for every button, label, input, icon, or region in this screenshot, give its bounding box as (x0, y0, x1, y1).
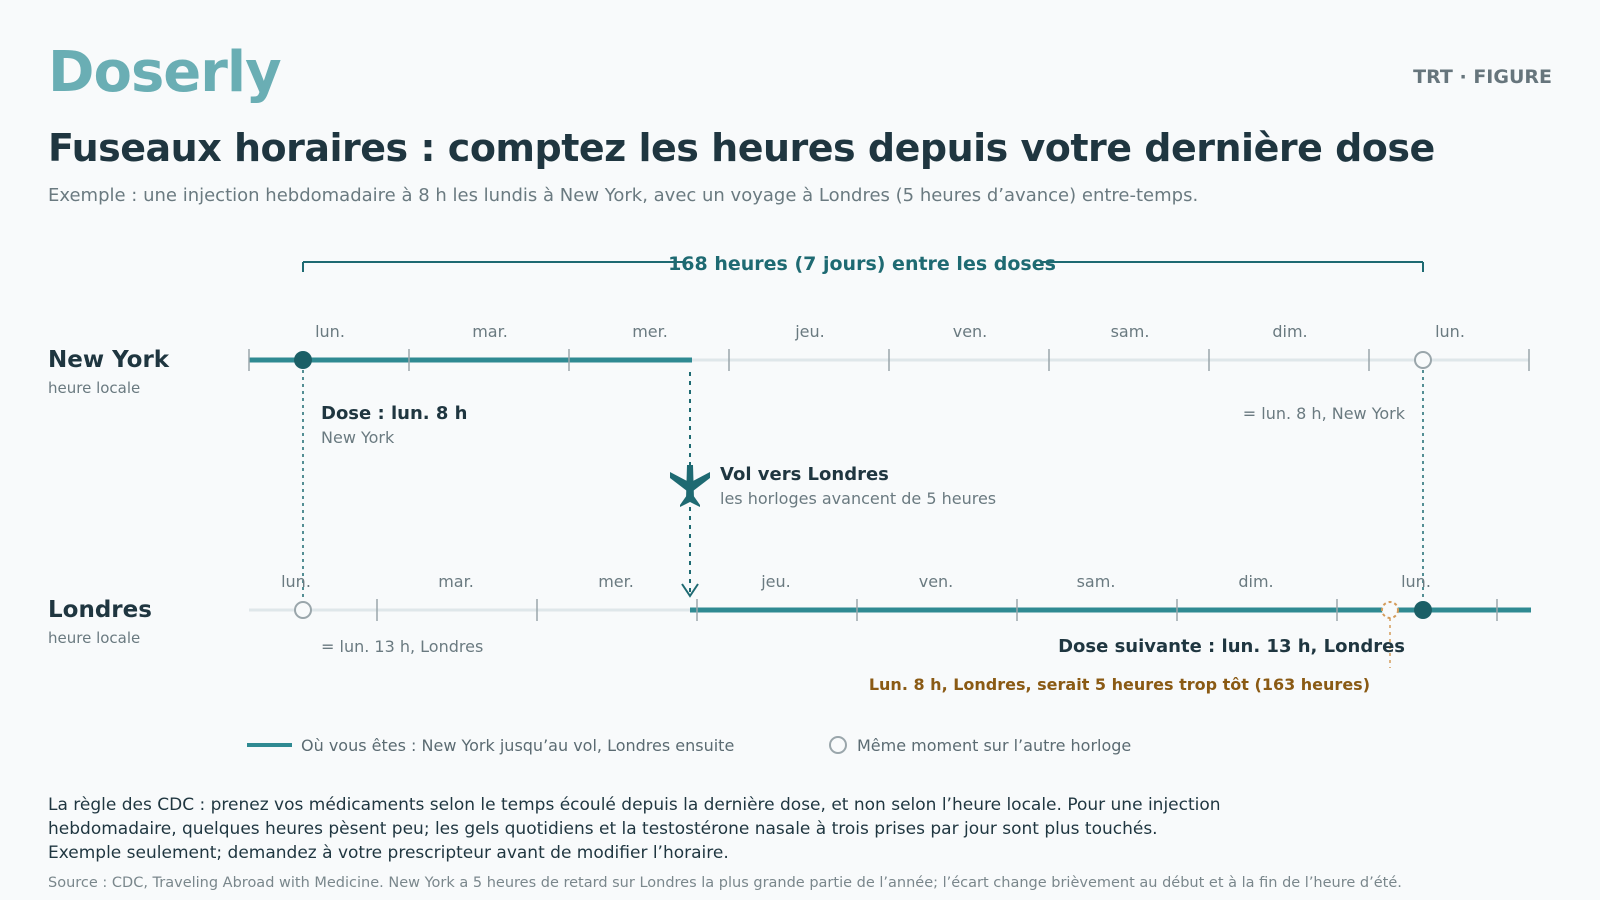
day-label: dim. (1272, 322, 1307, 341)
flight-arrow-head (681, 583, 699, 598)
london-label: Londres (48, 597, 152, 623)
figure-tag: TRT · FIGURE (1413, 66, 1552, 88)
legend-circle-label: Même moment sur l’autre horloge (857, 736, 1131, 755)
rule-line: Exemple seulement; demandez à votre pres… (48, 843, 729, 863)
london-sublabel: heure locale (48, 629, 140, 647)
day-label: ven. (919, 572, 954, 591)
day-label: lun. (1435, 322, 1465, 341)
legend-line-label: Où vous êtes : New York jusqu’au vol, Lo… (301, 736, 734, 755)
page-title: Fuseaux horaires : comptez les heures de… (48, 126, 1435, 170)
day-label: sam. (1077, 572, 1116, 591)
new-york-label: New York (48, 347, 170, 373)
day-label: mar. (472, 322, 508, 341)
dose-title: Dose : lun. 8 h (321, 403, 467, 424)
dose-place: New York (321, 428, 395, 447)
cdc-rule-text: La règle des CDC : prenez vos médicament… (48, 793, 1308, 865)
too-early-warning: Lun. 8 h, Londres, serait 5 heures trop … (869, 675, 1370, 694)
day-label: lun. (315, 322, 345, 341)
span-label: 168 heures (7 jours) entre les doses (668, 253, 1056, 275)
new-york-equivalent-note: = lun. 8 h, New York (1243, 404, 1406, 423)
day-label: mer. (632, 322, 668, 341)
new-york-ticks (248, 349, 1530, 371)
new-york-equivalent-marker (1414, 351, 1432, 369)
london-equivalent-note: = lun. 13 h, Londres (321, 637, 483, 656)
source-note: Source : CDC, Traveling Abroad with Medi… (48, 875, 1402, 891)
next-dose-note: Dose suivante : lun. 13 h, Londres (1058, 636, 1405, 657)
legend-circle-swatch (829, 736, 847, 754)
london-timeline: Londres heure locale lun. mar. mer. jeu. ven… (48, 572, 1531, 668)
new-york-sublabel: heure locale (48, 379, 140, 397)
flight-subtitle: les horloges avancent de 5 heures (720, 489, 996, 508)
rule-line: hebdomadaire, quelques heures pèsent peu… (48, 819, 1158, 839)
day-label: dim. (1238, 572, 1273, 591)
day-label: mar. (438, 572, 474, 591)
flight-title: Vol vers Londres (720, 464, 889, 485)
too-early-marker (1381, 601, 1399, 619)
airplane-icon (670, 465, 710, 507)
day-label: sam. (1111, 322, 1150, 341)
new-york-timeline: New York heure locale lun. mar. mer. jeu. ve… (48, 322, 1530, 397)
new-york-day-labels: lun. mar. mer. jeu. ven. sam. dim. lun. (315, 322, 1465, 341)
day-label: lun. (1401, 572, 1431, 591)
day-label: jeu. (794, 322, 825, 341)
day-label: jeu. (760, 572, 791, 591)
legend: Où vous êtes : New York jusqu’au vol, Lo… (247, 736, 1131, 755)
brand-logo: Doserly (48, 40, 282, 105)
next-dose-marker (1414, 601, 1432, 619)
day-label: mer. (598, 572, 634, 591)
london-ticks (376, 599, 1498, 621)
london-equivalent-marker (294, 601, 312, 619)
rule-line: La règle des CDC : prenez vos médicament… (48, 795, 1221, 815)
span-bracket: 168 heures (7 jours) entre les doses (302, 253, 1424, 275)
day-label: lun. (281, 572, 311, 591)
london-day-labels: lun. mar. mer. jeu. ven. sam. dim. lun. (281, 572, 1431, 591)
dose-marker (294, 351, 312, 369)
page-subtitle: Exemple : une injection hebdomadaire à 8… (48, 185, 1199, 206)
day-label: ven. (953, 322, 988, 341)
